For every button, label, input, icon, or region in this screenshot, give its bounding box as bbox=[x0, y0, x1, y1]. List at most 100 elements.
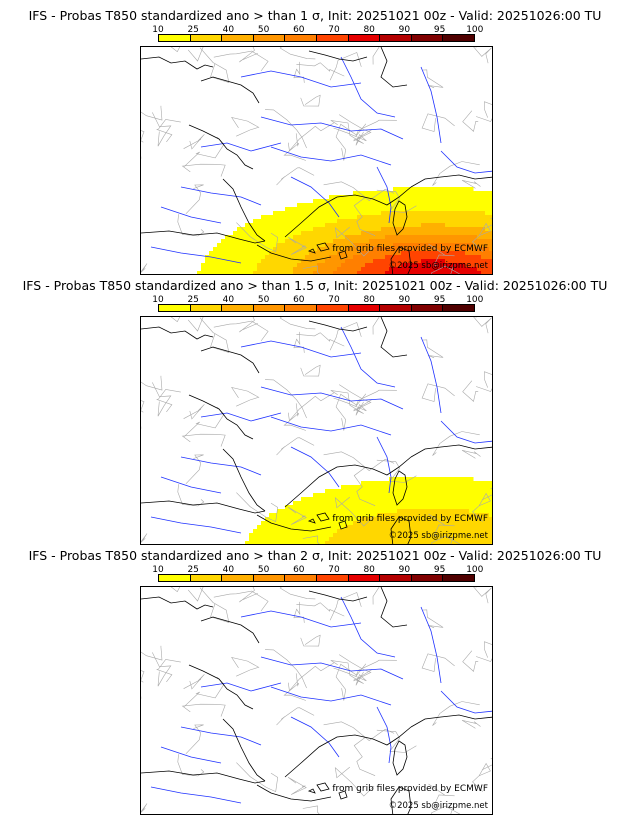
probability-cell bbox=[257, 223, 262, 228]
probability-cell bbox=[249, 541, 254, 544]
probability-cell bbox=[321, 509, 326, 514]
admin-border bbox=[323, 721, 395, 741]
probability-cell bbox=[389, 489, 394, 494]
probability-cell bbox=[405, 259, 410, 264]
probability-cell bbox=[429, 207, 434, 212]
probability-cell bbox=[453, 267, 458, 272]
probability-cell bbox=[473, 207, 478, 212]
probability-cell bbox=[373, 203, 378, 208]
probability-cell bbox=[453, 195, 458, 200]
probability-cell bbox=[373, 227, 378, 232]
probability-cell bbox=[257, 231, 262, 236]
probability-cell bbox=[329, 525, 334, 530]
probability-cell bbox=[421, 485, 426, 490]
admin-border bbox=[372, 317, 380, 335]
coastline bbox=[188, 664, 254, 710]
probability-cell bbox=[325, 259, 330, 264]
probability-cell bbox=[345, 247, 350, 252]
probability-cell bbox=[293, 517, 298, 522]
probability-cell bbox=[409, 513, 414, 518]
probability-cell bbox=[253, 533, 258, 538]
probability-cell bbox=[441, 215, 446, 220]
probability-cell bbox=[461, 263, 466, 268]
probability-cell bbox=[277, 537, 282, 542]
probability-cell bbox=[393, 215, 398, 220]
probability-cell bbox=[421, 505, 426, 510]
probability-cell bbox=[413, 537, 418, 542]
river bbox=[200, 412, 282, 422]
probability-cell bbox=[473, 485, 478, 490]
probability-cell bbox=[449, 533, 454, 538]
probability-cell bbox=[365, 501, 370, 506]
probability-cell bbox=[289, 263, 294, 268]
probability-cell bbox=[245, 271, 250, 274]
probability-cell bbox=[373, 239, 378, 244]
probability-cell bbox=[445, 541, 450, 544]
river bbox=[270, 686, 392, 706]
probability-cell bbox=[337, 525, 342, 530]
admin-border bbox=[287, 506, 307, 525]
probability-cell bbox=[349, 509, 354, 514]
probability-cell bbox=[437, 231, 442, 236]
probability-cell bbox=[465, 509, 470, 514]
probability-cell bbox=[345, 517, 350, 522]
admin-borders bbox=[141, 47, 492, 274]
probability-cell bbox=[349, 235, 354, 240]
probability-cell bbox=[301, 521, 306, 526]
probability-cell bbox=[353, 485, 358, 490]
probability-cell bbox=[285, 525, 290, 530]
probability-cell bbox=[369, 533, 374, 538]
coastlines bbox=[141, 587, 492, 814]
admin-border bbox=[283, 673, 306, 701]
probability-cell bbox=[281, 517, 286, 522]
probability-cell bbox=[473, 219, 478, 224]
probability-cell bbox=[413, 517, 418, 522]
probability-cell bbox=[389, 513, 394, 518]
probability-cell bbox=[365, 195, 370, 200]
probability-cell bbox=[429, 267, 434, 272]
probability-cell bbox=[429, 505, 434, 510]
probability-cell bbox=[385, 509, 390, 514]
probability-cell bbox=[345, 215, 350, 220]
probability-cell bbox=[349, 223, 354, 228]
colorbar-segment bbox=[253, 305, 286, 311]
probability-cell bbox=[305, 271, 310, 274]
probability-cell bbox=[329, 517, 334, 522]
probability-cell bbox=[317, 235, 322, 240]
probability-cell bbox=[309, 271, 314, 274]
admin-border bbox=[355, 119, 397, 137]
probability-cell bbox=[489, 247, 492, 252]
probability-cell bbox=[317, 493, 322, 498]
probability-cell bbox=[269, 223, 274, 228]
probability-cell bbox=[317, 525, 322, 530]
probability-cell bbox=[405, 207, 410, 212]
probability-cell bbox=[261, 231, 266, 236]
probability-cell bbox=[325, 211, 330, 216]
probability-cell bbox=[425, 191, 430, 196]
probability-cell bbox=[309, 255, 314, 260]
probability-cell bbox=[265, 231, 270, 236]
probability-cell bbox=[437, 247, 442, 252]
probability-cell bbox=[401, 259, 406, 264]
probability-cell bbox=[361, 521, 366, 526]
probability-cell bbox=[421, 533, 426, 538]
probability-cell bbox=[441, 247, 446, 252]
probability-cell bbox=[393, 485, 398, 490]
probability-cell bbox=[425, 525, 430, 530]
probability-cell bbox=[461, 271, 466, 274]
probability-cell bbox=[481, 481, 486, 486]
probability-cell bbox=[309, 247, 314, 252]
probability-cell bbox=[285, 219, 290, 224]
probability-cell bbox=[469, 211, 474, 216]
probability-cell bbox=[433, 223, 438, 228]
river bbox=[200, 682, 282, 692]
probability-cell bbox=[361, 235, 366, 240]
probability-cell bbox=[341, 207, 346, 212]
probability-cell bbox=[485, 485, 490, 490]
probability-cell bbox=[469, 199, 474, 204]
probability-cell bbox=[317, 219, 322, 224]
probability-cell bbox=[457, 187, 462, 192]
admin-border bbox=[296, 602, 345, 617]
probability-cell bbox=[385, 489, 390, 494]
probability-cell bbox=[285, 251, 290, 256]
